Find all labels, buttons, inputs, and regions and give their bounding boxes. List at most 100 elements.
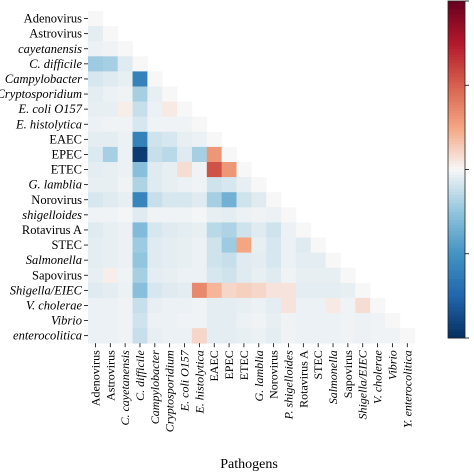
heatmap-cell xyxy=(88,56,104,72)
heatmap-cell xyxy=(206,131,223,148)
heatmap-cell xyxy=(147,192,163,208)
row-label: Sapovirus xyxy=(32,268,82,282)
colorbar-segment xyxy=(448,335,465,339)
colorbar-segment xyxy=(448,197,465,201)
colorbar-segment xyxy=(448,110,465,114)
colorbar-segment xyxy=(448,231,465,235)
heatmap-cell xyxy=(102,207,119,223)
heatmap-cell xyxy=(191,162,208,178)
heatmap-cell xyxy=(325,328,341,344)
heatmap-cell xyxy=(325,297,341,314)
colorbar-segment xyxy=(448,304,465,308)
heatmap-cell xyxy=(162,207,178,223)
heatmap-cell xyxy=(102,313,119,329)
colorbar-segment xyxy=(448,183,465,187)
colorbar-segment xyxy=(448,1,465,5)
heatmap-cell xyxy=(236,313,252,329)
column-label: Norovirus xyxy=(267,350,281,399)
colorbar-segment xyxy=(448,37,465,41)
colorbar-segment xyxy=(448,321,465,325)
heatmap-cell xyxy=(102,177,119,193)
heatmap-cell xyxy=(102,222,119,238)
colorbar-segment xyxy=(448,166,465,170)
colorbar-segment xyxy=(448,124,465,128)
row-label: E. coli O157 xyxy=(17,102,82,116)
colorbar-segment xyxy=(448,281,465,286)
heatmap-cell xyxy=(147,116,163,133)
heatmap-cell xyxy=(295,267,312,284)
heatmap-cell xyxy=(132,162,148,178)
heatmap-cell xyxy=(102,86,119,102)
heatmap-cell xyxy=(251,282,267,299)
heatmap-cell xyxy=(266,252,282,269)
heatmap-cell xyxy=(102,162,119,178)
heatmap-cell xyxy=(221,252,237,269)
heatmap-cell xyxy=(206,207,223,223)
heatmap-cell xyxy=(102,41,119,57)
colorbar-segment xyxy=(448,242,465,246)
heatmap-cell xyxy=(117,267,133,284)
colorbar-segment xyxy=(448,180,465,184)
heatmap-cell xyxy=(147,162,163,178)
heatmap-cell xyxy=(206,313,223,329)
heatmap-cell xyxy=(132,177,148,193)
heatmap-cell xyxy=(177,328,193,344)
heatmap-cell xyxy=(295,328,312,344)
heatmap-cell xyxy=(251,192,267,208)
colorbar-segment xyxy=(448,118,465,123)
heatmap-cell xyxy=(206,237,223,253)
colorbar-segment xyxy=(448,34,465,38)
colorbar-segment xyxy=(448,161,465,165)
colorbar-segment xyxy=(448,309,465,314)
heatmap-cell xyxy=(191,237,208,253)
heatmap-cell xyxy=(281,222,297,238)
heatmap-cell xyxy=(399,328,416,344)
colorbar-segment xyxy=(448,279,465,283)
heatmap-cell xyxy=(281,207,297,223)
colorbar-segment xyxy=(448,256,465,260)
heatmap-cell xyxy=(147,131,163,148)
heatmap-cell xyxy=(162,86,178,102)
colorbar-segment xyxy=(448,211,465,215)
heatmap-cell xyxy=(162,116,178,133)
heatmap-cell xyxy=(221,222,237,238)
heatmap-cell xyxy=(147,177,163,193)
colorbar-segment xyxy=(448,31,465,36)
colorbar-segment xyxy=(448,57,465,61)
column-label: Y. enterocolitica xyxy=(400,350,414,428)
colorbar-segment xyxy=(448,200,465,204)
colorbar-segment xyxy=(448,312,465,316)
heatmap-cell xyxy=(191,131,208,148)
colorbar-segment xyxy=(448,214,465,218)
column-label: EPEC xyxy=(222,350,236,379)
colorbar-segment xyxy=(448,206,465,210)
colorbar-segment xyxy=(448,276,465,280)
heatmap-cell xyxy=(325,267,341,284)
colorbar-segment xyxy=(448,217,465,221)
heatmap-cell xyxy=(251,237,267,253)
heatmap-cell xyxy=(102,116,119,133)
colorbar-segment xyxy=(448,239,465,243)
colorbar-segment xyxy=(448,65,465,69)
colorbar-segment xyxy=(448,236,465,241)
heatmap-cell xyxy=(266,313,282,329)
heatmap-cell xyxy=(221,192,237,208)
heatmap-cell xyxy=(206,252,223,269)
heatmap-cell xyxy=(310,328,326,344)
column-label: Campylobacter xyxy=(148,350,162,424)
row-label: V. cholerae xyxy=(26,298,82,312)
heatmap-cell xyxy=(221,282,237,299)
colorbar-segment xyxy=(448,62,465,66)
row-label: Rotavirus A xyxy=(22,223,82,237)
colorbar-segment xyxy=(448,121,465,125)
colorbar-segment xyxy=(448,107,465,111)
heatmap-cell xyxy=(102,71,119,87)
heatmap-cell xyxy=(206,146,223,163)
heatmap-cell xyxy=(266,192,282,208)
heatmap-cell xyxy=(147,101,163,118)
colorbar-segment xyxy=(448,20,465,24)
heatmap-cell xyxy=(191,328,208,344)
heatmap-cell xyxy=(355,297,371,314)
colorbar-segment xyxy=(448,130,465,134)
colorbar-segment xyxy=(448,189,465,193)
